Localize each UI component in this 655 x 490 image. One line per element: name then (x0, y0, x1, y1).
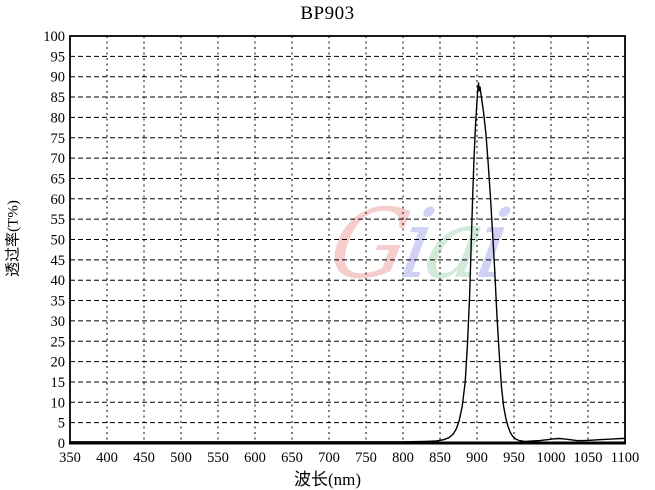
x-tick-label: 1050 (574, 450, 603, 466)
y-tick-label: 90 (51, 70, 66, 86)
x-tick-label: 600 (244, 450, 266, 466)
y-tick-label: 5 (58, 416, 65, 432)
x-tick-label: 650 (281, 450, 303, 466)
y-tick-label: 25 (51, 334, 66, 350)
x-tick-label: 950 (503, 450, 525, 466)
x-tick-label: 800 (392, 450, 414, 466)
x-tick-label: 700 (318, 450, 340, 466)
y-tick-label: 0 (58, 436, 65, 452)
x-tick-label: 400 (96, 450, 118, 466)
y-tick-label: 95 (51, 49, 66, 65)
x-tick-label: 350 (59, 450, 81, 466)
y-tick-label: 30 (51, 314, 66, 330)
y-tick-label: 45 (51, 253, 66, 269)
y-tick-label: 35 (51, 294, 66, 310)
y-tick-label: 80 (51, 110, 66, 126)
y-tick-label: 65 (51, 171, 66, 187)
x-tick-label: 1100 (611, 450, 639, 466)
y-tick-label: 55 (51, 212, 66, 228)
x-tick-label: 550 (207, 450, 229, 466)
x-tick-label: 500 (170, 450, 192, 466)
y-tick-label: 50 (51, 233, 66, 249)
transmittance-curve (70, 82, 625, 443)
y-tick-label: 75 (51, 131, 66, 147)
y-tick-label: 85 (51, 90, 66, 106)
y-tick-label: 70 (51, 151, 66, 167)
chart-title: BP903 (300, 3, 355, 24)
x-tick-label: 850 (429, 450, 451, 466)
y-tick-label: 15 (51, 375, 66, 391)
x-tick-label: 1000 (537, 450, 566, 466)
y-tick-label: 20 (51, 355, 66, 371)
y-tick-label: 10 (51, 395, 66, 411)
y-tick-label: 40 (51, 273, 66, 289)
x-tick-label: 450 (133, 450, 155, 466)
x-axis-title: 波长(nm) (293, 470, 362, 489)
y-tick-label: 60 (51, 192, 66, 208)
x-tick-label: 900 (466, 450, 488, 466)
y-tick-label: 100 (43, 29, 65, 45)
x-tick-label: 750 (355, 450, 377, 466)
